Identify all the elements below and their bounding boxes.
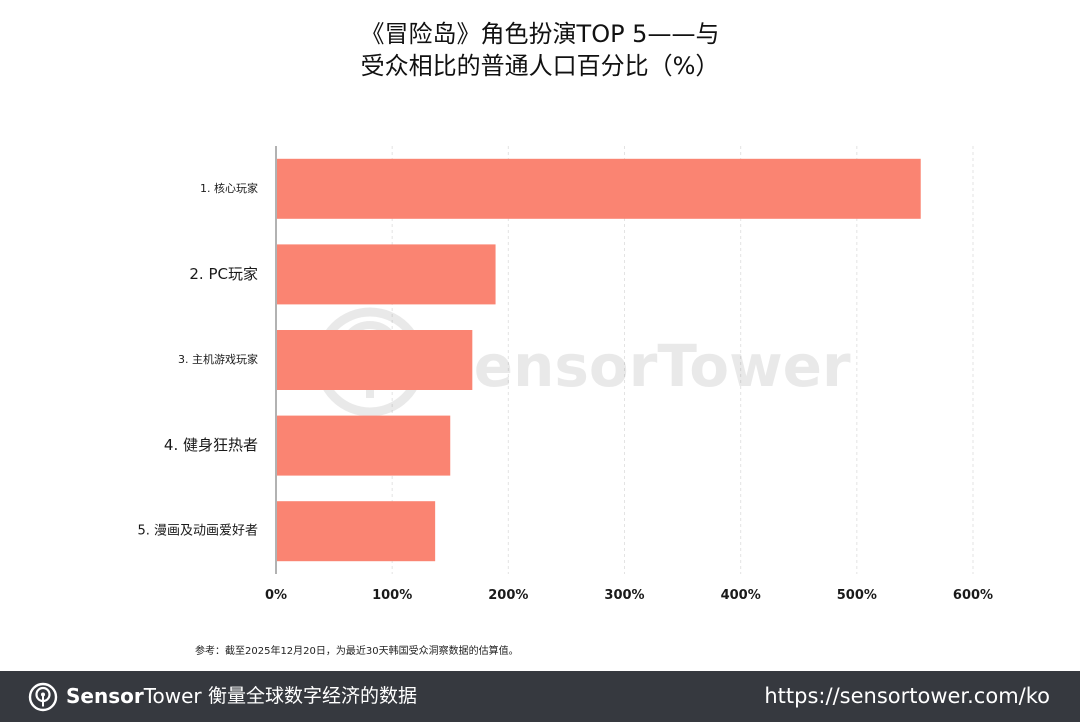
footnote: 参考：截至2025年12月20日，为最近30天韩国受众洞察数据的估算值。 [195,646,519,657]
sensor-tower-logo-icon [28,682,58,712]
bar [277,501,436,562]
bar-chart: SensorTower 1. 核心玩家 2. PC玩家 3. 主机游戏玩家 4. 健身… [137,146,993,603]
footer-bar: SensorTower 衡量全球数字经济的数据 https://sensorto… [0,671,1080,722]
x-tick-label: 0% [265,588,287,603]
footer-brand: SensorTower [66,683,202,709]
chart-title-line-1: 《冒险岛》角色扮演TOP 5——与 [360,20,720,48]
category-label: 3. 主机游戏玩家 [178,352,258,366]
footer-brand-thin: Tower [143,684,202,708]
x-tick-label: 300% [604,588,644,603]
category-labels: 1. 核心玩家 2. PC玩家 3. 主机游戏玩家 4. 健身狂热者 5. 漫画及动画爱… [137,181,258,539]
bar [277,415,451,476]
footer-url-link[interactable]: https://sensortower.com/ko [764,684,1050,708]
category-label: 5. 漫画及动画爱好者 [137,524,258,539]
x-tick-label: 100% [372,588,412,603]
category-label: 1. 核心玩家 [200,181,258,195]
footer-brand-bold: Sensor [66,684,144,708]
bar [277,244,496,305]
footer-tagline: 衡量全球数字经济的数据 [208,685,418,707]
category-label: 2. PC玩家 [189,265,258,283]
bar [277,330,473,390]
x-tick-label: 200% [488,588,528,603]
watermark-text: SensorTower [432,332,851,400]
chart-title: 《冒险岛》角色扮演TOP 5——与 受众相比的普通人口百分比（%） [0,18,1080,82]
chart-title-line-2: 受众相比的普通人口百分比（%） [360,52,720,80]
x-tick-label: 600% [953,588,993,603]
x-tick-label: 400% [721,588,761,603]
bars [277,158,921,562]
category-label: 4. 健身狂热者 [164,436,258,454]
x-tick-labels: 0% 100% 200% 300% 400% 500% 600% [265,588,993,603]
bar [277,158,921,219]
x-tick-label: 500% [837,588,877,603]
